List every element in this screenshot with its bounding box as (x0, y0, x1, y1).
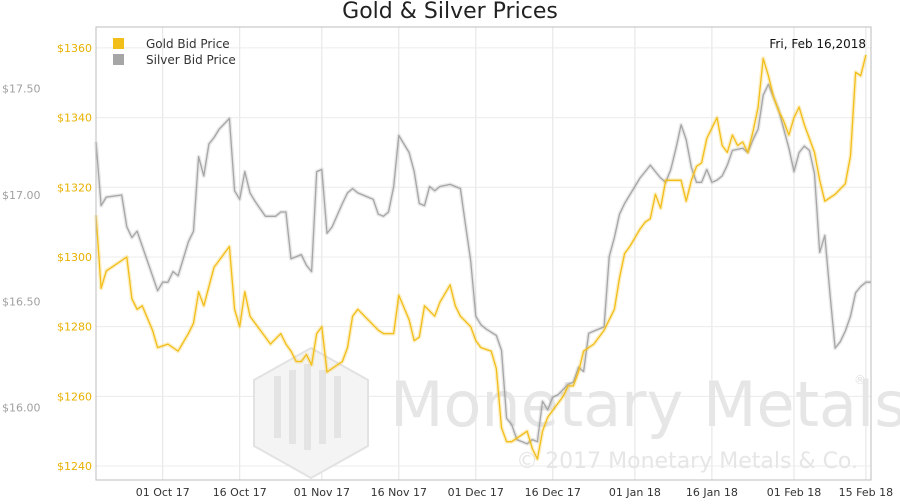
x-tick-label: 01 Jan 18 (609, 486, 661, 499)
chart-title: Gold & Silver Prices (342, 0, 558, 24)
date-label: Fri, Feb 16,2018 (769, 37, 866, 51)
x-tick-label: 16 Oct 17 (213, 486, 267, 499)
grid (96, 27, 871, 480)
legend-swatch-gold (113, 38, 124, 49)
watermark-copyright: © 2017 Monetary Metals & Co. (516, 449, 858, 474)
silver-series-line (95, 83, 871, 445)
legend: Gold Bid Price Silver Bid Price (113, 37, 236, 67)
gold-axis-tick-label: $1240 (57, 460, 92, 473)
x-tick-label: 01 Nov 17 (294, 486, 350, 499)
gold-axis-tick-label: $1340 (57, 112, 92, 125)
x-tick-label: 16 Jan 18 (686, 486, 738, 499)
x-tick-label: 01 Dec 17 (448, 486, 504, 499)
x-tick-label: 15 Feb 18 (839, 486, 893, 499)
watermark-registered: ® (854, 373, 866, 387)
plot-frame (95, 26, 872, 481)
gold-axis-tick-label: $1360 (57, 42, 92, 55)
legend-label-gold: Gold Bid Price (146, 37, 230, 51)
watermark-brand: Monetary Metals (390, 368, 900, 441)
x-tick-label: 01 Feb 18 (767, 486, 821, 499)
series-layer (94, 54, 871, 462)
watermark: Monetary Metals ® © 2017 Monetary Metals… (253, 346, 900, 480)
silver-axis-tick-label: $17.50 (2, 83, 41, 96)
gold-axis-tick-label: $1280 (57, 321, 92, 334)
x-tick-label: 16 Dec 17 (525, 486, 581, 499)
gold-axis-tick-label: $1260 (57, 390, 92, 403)
gold-axis-tick-label: $1320 (57, 181, 92, 194)
silver-axis-tick-label: $16.00 (2, 402, 41, 415)
watermark-logo-icon (253, 346, 369, 480)
silver-axis-tick-label: $16.50 (2, 295, 41, 308)
legend-label-silver: Silver Bid Price (146, 53, 236, 67)
x-tick-label: 01 Oct 17 (136, 486, 190, 499)
legend-swatch-silver (113, 54, 124, 65)
axes: 01 Oct 17 16 Oct 17 01 Nov 17 16 Nov 17 01 D… (2, 42, 893, 499)
silver-axis-tick-label: $17.00 (2, 189, 41, 202)
x-tick-label: 16 Nov 17 (371, 486, 427, 499)
gold-axis-tick-label: $1300 (57, 251, 92, 264)
gold-series-line (95, 54, 867, 460)
